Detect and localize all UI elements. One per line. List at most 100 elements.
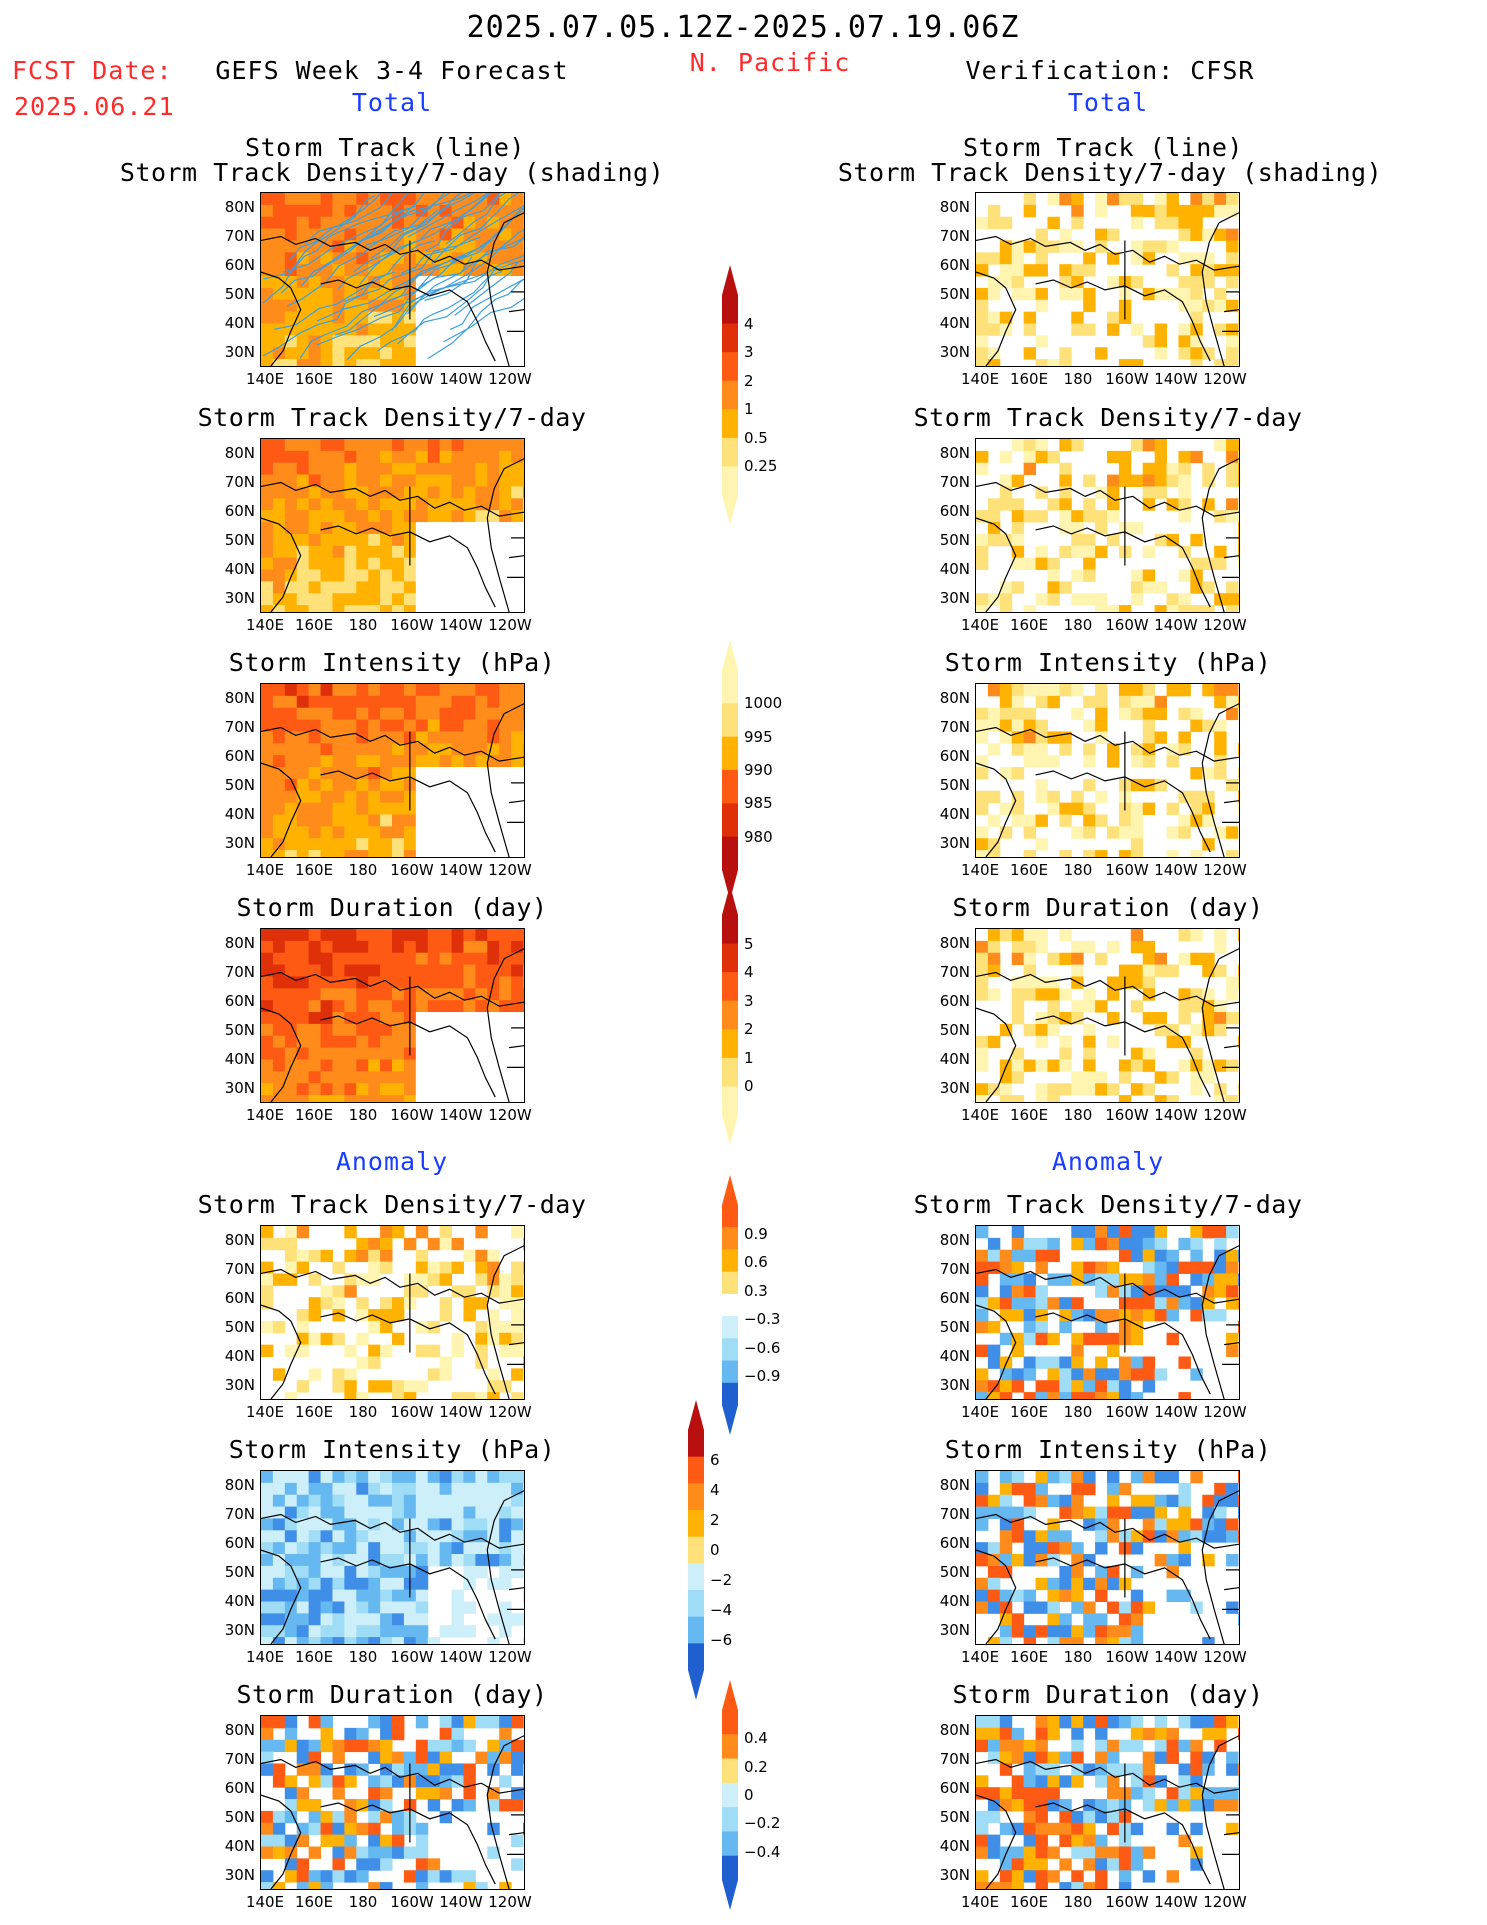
colorbar-density-total [722, 265, 738, 529]
cfsr-intensity-panel-xlabel: 140E [960, 861, 1000, 879]
gefs-duration-panel-ylabel: 70N [224, 963, 255, 981]
left-anomaly-label: Anomaly [335, 1147, 449, 1176]
right-anomaly-label: Anomaly [1051, 1147, 1165, 1176]
cfsr-density-panel-ylabel: 40N [939, 560, 970, 578]
colorbar-density-total-label: 4 [744, 314, 754, 333]
gefs-density-panel-ylabel: 40N [224, 560, 255, 578]
gefs-track-panel [260, 192, 525, 367]
colorbar-duration-total-label: 5 [744, 934, 754, 953]
gefs-duration-anom-panel-ylabel: 50N [224, 1808, 255, 1826]
gefs-intensity-anom-panel-xlabel: 140W [439, 1648, 483, 1666]
cfsr-intensity-panel-xlabel: 160E [1009, 861, 1049, 879]
cfsr-density-panel-ylabel: 30N [939, 589, 970, 607]
colorbar-duration-anom-label: −0.2 [744, 1814, 781, 1833]
cfsr-intensity-anom-panel-xlabel: 160W [1105, 1648, 1149, 1666]
region-title: N. Pacific [689, 48, 851, 77]
cfsr-track-panel-map [976, 193, 1239, 366]
gefs-track-panel-ylabel: 50N [224, 285, 255, 303]
gefs-duration-panel-ylabel: 50N [224, 1021, 255, 1039]
cfsr-density-anom-panel-xlabel: 160E [1009, 1403, 1049, 1421]
colorbar-density-anom-label: 0.3 [744, 1281, 768, 1300]
gefs-intensity-panel-xlabel: 180 [348, 861, 378, 879]
gefs-density-panel-xlabel: 120W [488, 616, 532, 634]
gefs-track-panel-xlabel: 160W [390, 370, 434, 388]
cfsr-density-panel-xlabel: 160W [1105, 616, 1149, 634]
colorbar-duration-anom-label: 0 [744, 1786, 754, 1804]
cfsr-density-panel-map [976, 439, 1239, 612]
colorbar-density-total-label: 0.5 [744, 428, 768, 447]
colorbar-duration-total [722, 885, 738, 1149]
cfsr-track-panel-ylabel: 50N [939, 285, 970, 303]
colorbar-density-anom-label: 0.6 [744, 1253, 768, 1272]
cfsr-density-anom-panel-map [976, 1226, 1239, 1399]
colorbar-density-anom-label: 0.9 [744, 1224, 768, 1243]
gefs-track-panel-map [261, 193, 524, 366]
cfsr-intensity-anom-panel-ylabel: 40N [939, 1592, 970, 1610]
colorbar-density-anom-label: −0.3 [744, 1310, 781, 1329]
cfsr-intensity-panel-ylabel: 80N [939, 689, 970, 707]
gefs-duration-anom-panel-ylabel: 40N [224, 1837, 255, 1855]
gefs-intensity-panel-ylabel: 50N [224, 776, 255, 794]
cfsr-duration-panel-xlabel: 180 [1063, 1106, 1093, 1124]
gefs-intensity-anom-panel-ylabel: 40N [224, 1592, 255, 1610]
gefs-duration-panel-map [261, 929, 524, 1102]
colorbar-duration-anom-label: 0.4 [744, 1729, 768, 1748]
colorbar-density-anom [722, 1175, 738, 1439]
gefs-intensity-anom-panel-xlabel: 160E [294, 1648, 334, 1666]
left-total-label: Total [351, 88, 433, 117]
gefs-track-panel-ylabel: 40N [224, 314, 255, 332]
cfsr-intensity-panel-xlabel: 180 [1063, 861, 1093, 879]
gefs-duration-panel-xlabel: 140E [245, 1106, 285, 1124]
cfsr-track-panel-xlabel: 180 [1063, 370, 1093, 388]
cfsr-duration-anom-panel-ylabel: 40N [939, 1837, 970, 1855]
cfsr-duration-panel-ylabel: 80N [939, 934, 970, 952]
gefs-track-panel-xlabel: 140W [439, 370, 483, 388]
gefs-density-panel-map [261, 439, 524, 612]
gefs-duration-panel-ylabel: 60N [224, 992, 255, 1010]
cfsr-density-anom-panel-ylabel: 70N [939, 1260, 970, 1278]
cfsr-intensity-anom-panel-ylabel: 70N [939, 1505, 970, 1523]
colorbar-density-anom-label: −0.6 [744, 1338, 781, 1357]
cfsr-intensity-anom-panel-ylabel: 30N [939, 1621, 970, 1639]
gefs-intensity-panel-xlabel: 140W [439, 861, 483, 879]
cfsr-duration-anom-panel-ylabel: 50N [939, 1808, 970, 1826]
colorbar-intensity-total-label: 995 [744, 727, 773, 746]
colorbar-density-total-label: 3 [744, 343, 754, 362]
cfsr-duration-anom-panel-map [976, 1716, 1239, 1889]
cfsr-intensity-anom-panel-xlabel: 160E [1009, 1648, 1049, 1666]
cfsr-intensity-anom-panel-map [976, 1471, 1239, 1644]
cfsr-intensity-panel-ylabel: 50N [939, 776, 970, 794]
gefs-density-anom-panel-xlabel: 160E [294, 1403, 334, 1421]
colorbar-intensity-anom-label: 4 [710, 1481, 720, 1499]
cfsr-density-panel [975, 438, 1240, 613]
gefs-track-panel-xlabel: 120W [488, 370, 532, 388]
gefs-density-panel-ylabel: 80N [224, 444, 255, 462]
gefs-density-anom-panel-ylabel: 60N [224, 1289, 255, 1307]
gefs-density-panel [260, 438, 525, 613]
gefs-duration-anom-panel [260, 1715, 525, 1890]
gefs-track-panel-ylabel: 60N [224, 256, 255, 274]
gefs-density-anom-panel-map [261, 1226, 524, 1399]
cfsr-density-anom-panel-xlabel: 140W [1154, 1403, 1198, 1421]
cfsr-duration-panel-xlabel: 140E [960, 1106, 1000, 1124]
colorbar-intensity-total-label: 985 [744, 794, 773, 813]
gefs-density-anom-panel-xlabel: 180 [348, 1403, 378, 1421]
cfsr-track-panel-xlabel: 160E [1009, 370, 1049, 388]
gefs-density-panel-xlabel: 140E [245, 616, 285, 634]
gefs-track-panel-ylabel: 70N [224, 227, 255, 245]
cfsr-duration-panel-ylabel: 50N [939, 1021, 970, 1039]
right-model-title: Verification: CFSR [965, 56, 1255, 85]
cfsr-intensity-anom-panel-xlabel: 140E [960, 1648, 1000, 1666]
cfsr-intensity-panel-ylabel: 40N [939, 805, 970, 823]
gefs-intensity-panel-ylabel: 70N [224, 718, 255, 736]
fcst-date-value: 2025.06.21 [14, 92, 175, 121]
cfsr-duration-anom-panel-ylabel: 70N [939, 1750, 970, 1768]
colorbar-duration-total-label: 3 [744, 991, 754, 1010]
cfsr-intensity-anom-panel-xlabel: 120W [1203, 1648, 1247, 1666]
colorbar-intensity-anom-label: 6 [710, 1451, 720, 1469]
right-total-label: Total [1067, 88, 1149, 117]
cfsr-intensity-panel-ylabel: 70N [939, 718, 970, 736]
cfsr-duration-anom-panel-ylabel: 60N [939, 1779, 970, 1797]
gefs-intensity-anom-panel-ylabel: 80N [224, 1476, 255, 1494]
cfsr-intensity-anom-panel-ylabel: 50N [939, 1563, 970, 1581]
